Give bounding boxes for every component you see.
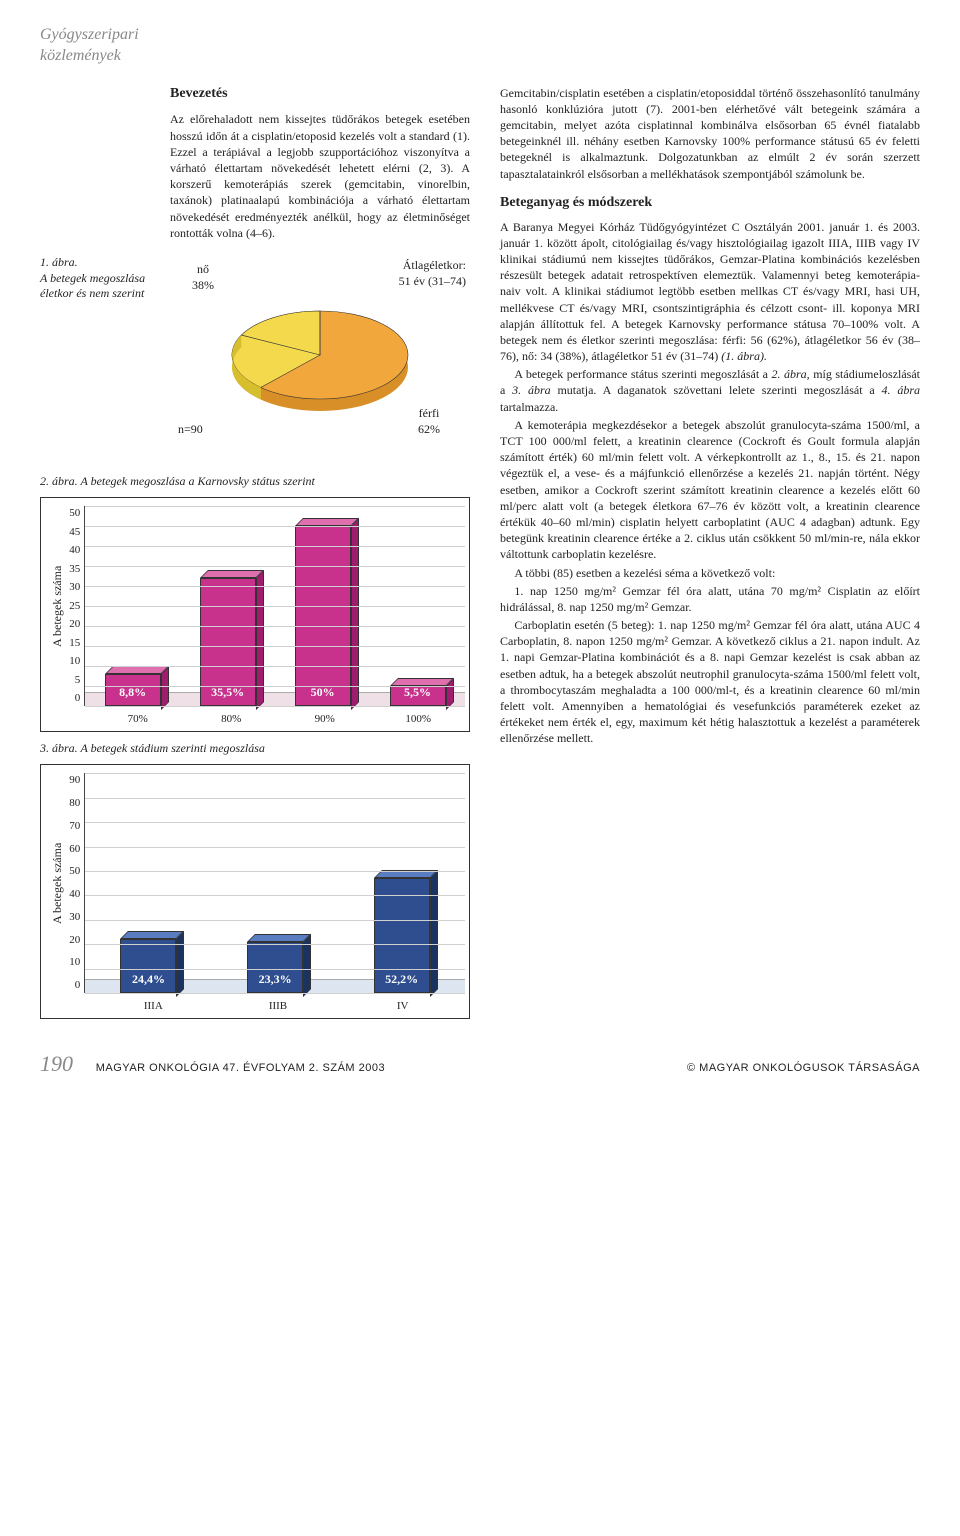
fig3-ylabel: A betegek száma [45,773,69,993]
intro-heading: Bevezetés [170,85,470,104]
para-methods-2: A betegek performance státus szerinti me… [500,366,920,415]
para-methods-5: 1. nap 1250 mg/m² Gemzar fél óra alatt, … [500,583,920,615]
pie-male-label: férfi62% [418,405,440,437]
fig2-ylabel: A betegek száma [45,506,69,706]
page-footer: 190 MAGYAR ONKOLÓGIA 47. ÉVFOLYAM 2. SZÁ… [40,1049,920,1079]
para-methods-4: A többi (85) esetben a kezelési séma a k… [500,565,920,581]
section-header: Gyógyszeripari közlemények [40,25,920,67]
figure-1: 1. ábra. A betegek megoszlása életkor és… [40,255,470,455]
figure-2-caption: 2. ábra. A betegek megoszlása a Karnovsk… [40,473,470,489]
figure-2-chart: A betegek száma 50454035302520151050 8,8… [40,497,470,732]
fig2-xaxis: 70%80%90%100% [91,712,465,727]
fig2-plot: 8,8%35,5%50%5,5% [84,506,465,706]
left-column: Bevezetés Az előrehaladott nem kissejtes… [40,85,470,1019]
methods-heading: Beteganyag és módszerek [500,194,920,213]
footer-copyright: © MAGYAR ONKOLÓGUSOK TÁRSASÁGA [687,1061,920,1076]
right-column: Gemcitabin/cisplatin esetében a cisplati… [500,85,920,1019]
pie-n-label: n=90 [178,421,203,437]
figure-3-chart: A betegek száma 9080706050403020100 24,4… [40,764,470,1019]
pie-avg-label: Átlagéletkor:51 év (31–74) [399,257,466,289]
fig3-xaxis: IIIAIIIBIV [91,999,465,1014]
header-line2: közlemények [40,46,920,67]
page-number: 190 [40,1051,93,1076]
figure-3-caption: 3. ábra. A betegek stádium szerinti mego… [40,740,470,756]
para-methods-3: A kemoterápia megkezdésekor a betegek ab… [500,417,920,563]
para-methods-6: Carboplatin esetén (5 beteg): 1. nap 125… [500,617,920,747]
para-gemcitabin: Gemcitabin/cisplatin esetében a cisplati… [500,85,920,182]
para-methods-1: A Baranya Megyei Kórház Tüdőgyógyintézet… [500,219,920,365]
intro-text: Az előrehaladott nem kissejtes tüdőrákos… [170,111,470,241]
fig3-yaxis: 9080706050403020100 [69,773,84,993]
header-line1: Gyógyszeripari [40,25,920,46]
fig2-yaxis: 50454035302520151050 [69,506,84,706]
pie-chart: nő38% Átlagéletkor:51 év (31–74) férfi62… [170,255,470,455]
pie-female-label: nő38% [192,261,214,293]
intro-block: Bevezetés Az előrehaladott nem kissejtes… [170,85,470,241]
figure-1-caption: 1. ábra. A betegek megoszlása életkor és… [40,255,156,302]
fig3-plot: 24,4%23,3%52,2% [84,773,465,993]
footer-journal: MAGYAR ONKOLÓGIA 47. ÉVFOLYAM 2. SZÁM 20… [96,1062,385,1074]
